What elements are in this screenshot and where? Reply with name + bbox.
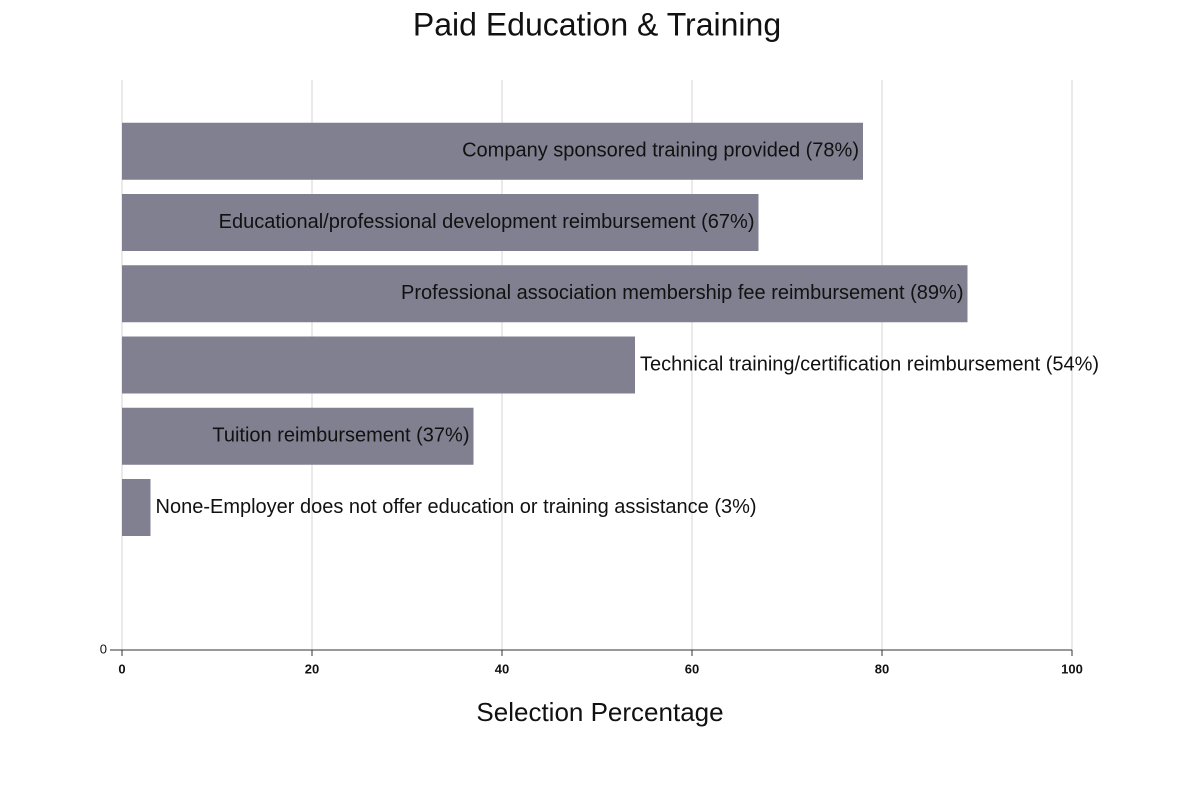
bar [122, 336, 635, 394]
y-tick-label: 0 [100, 641, 107, 656]
bar [122, 122, 863, 180]
x-tick-label: 80 [875, 661, 889, 676]
bar [122, 265, 968, 323]
x-tick-label: 20 [305, 661, 319, 676]
bar [122, 194, 759, 251]
data-label: Educational/professional development rei… [219, 211, 755, 233]
data-label: Tuition reimbursement (37%) [212, 425, 469, 447]
bar [122, 407, 474, 465]
x-tick-label: 40 [495, 661, 509, 676]
x-axis-title: Selection Percentage [476, 697, 723, 727]
data-label: Professional association membership fee … [401, 282, 963, 304]
chart-title: Paid Education & Training [413, 6, 781, 42]
data-label: Technical training/certification reimbur… [640, 353, 1099, 375]
data-label: None-Employer does not offer education o… [156, 496, 757, 518]
data-label: Company sponsored training provided (78%… [462, 140, 859, 162]
bar [122, 479, 151, 536]
x-tick-label: 100 [1061, 661, 1083, 676]
x-tick-label: 0 [118, 661, 125, 676]
x-tick-label: 60 [685, 661, 699, 676]
